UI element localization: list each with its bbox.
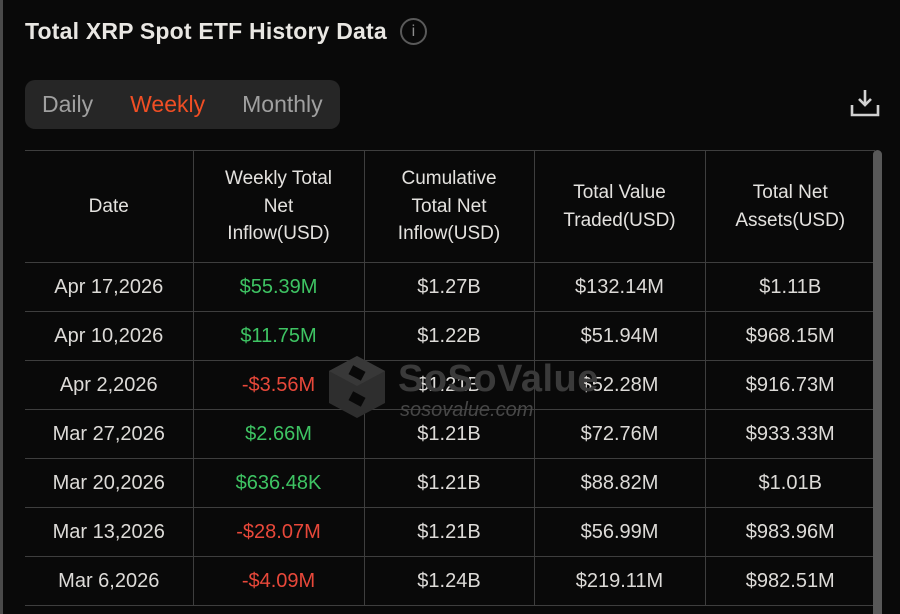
cell-weekly-net-inflow: $55.39M	[192, 262, 365, 312]
cell-weekly-net-inflow: $11.75M	[192, 311, 365, 361]
table-row: Mar 27,2026 $2.66M $1.21B $72.76M $933.33M	[25, 409, 875, 459]
vertical-scrollbar[interactable]	[873, 150, 882, 614]
cell-total-value-traded: $52.28M	[533, 360, 706, 410]
left-edge-divider	[0, 0, 3, 614]
cell-total-net-assets: $968.15M	[704, 311, 875, 361]
cell-date: Apr 17,2026	[25, 262, 194, 312]
cell-date: Mar 13,2026	[25, 507, 194, 557]
cell-cumulative-total-net-inflow: $1.21B	[363, 360, 535, 410]
cell-weekly-net-inflow: -$28.07M	[192, 507, 365, 557]
cell-weekly-net-inflow: -$4.09M	[192, 556, 365, 606]
titlebar: Total XRP Spot ETF History Data i	[25, 18, 427, 45]
table-row: Apr 10,2026 $11.75M $1.22B $51.94M $968.15M	[25, 311, 875, 361]
table-row: Apr 2,2026 -$3.56M $1.21B $52.28M $916.73M	[25, 360, 875, 410]
table-header: Date Weekly Total Net Inflow(USD) Cumula…	[25, 150, 875, 263]
table-row: Mar 13,2026 -$28.07M $1.21B $56.99M $983.96M	[25, 507, 875, 557]
cell-total-net-assets: $983.96M	[704, 507, 875, 557]
col-header-value-traded: Total Value Traded(USD)	[533, 150, 706, 263]
cell-total-value-traded: $219.11M	[533, 556, 706, 606]
cell-total-value-traded: $88.82M	[533, 458, 706, 508]
col-header-cumulative-net-inflow: Cumulative Total Net Inflow(USD)	[363, 150, 535, 263]
page-title: Total XRP Spot ETF History Data	[25, 18, 387, 44]
cell-total-value-traded: $51.94M	[533, 311, 706, 361]
cell-date: Mar 27,2026	[25, 409, 194, 459]
cell-weekly-net-inflow: -$3.56M	[192, 360, 365, 410]
table-row: Apr 17,2026 $55.39M $1.27B $132.14M $1.11B	[25, 262, 875, 312]
info-icon[interactable]: i	[399, 18, 427, 45]
cell-date: Apr 2,2026	[25, 360, 194, 410]
tab-monthly[interactable]: Monthly	[242, 91, 323, 117]
cell-total-value-traded: $72.76M	[533, 409, 706, 459]
tab-weekly[interactable]: Weekly	[130, 91, 206, 117]
cell-date: Apr 10,2026	[25, 311, 194, 361]
download-icon	[848, 87, 882, 122]
period-tabs: Daily Weekly Monthly	[25, 80, 340, 129]
cell-total-net-assets: $1.01B	[704, 458, 875, 508]
cell-total-value-traded: $132.14M	[533, 262, 706, 312]
cell-weekly-net-inflow: $2.66M	[192, 409, 365, 459]
table-row: Mar 20,2026 $636.48K $1.21B $88.82M $1.01B	[25, 458, 875, 508]
cell-total-net-assets: $982.51M	[704, 556, 875, 606]
cell-cumulative-total-net-inflow: $1.22B	[363, 311, 535, 361]
col-header-date: Date	[25, 150, 194, 263]
cell-total-value-traded: $56.99M	[533, 507, 706, 557]
etf-history-table: Date Weekly Total Net Inflow(USD) Cumula…	[25, 150, 875, 606]
cell-total-net-assets: $1.11B	[704, 262, 875, 312]
cell-date: Mar 6,2026	[25, 556, 194, 606]
col-header-weekly-net-inflow: Weekly Total Net Inflow(USD)	[192, 150, 365, 263]
col-header-net-assets: Total Net Assets(USD)	[704, 150, 875, 263]
download-button[interactable]	[845, 84, 885, 124]
tab-daily[interactable]: Daily	[42, 91, 94, 117]
cell-cumulative-total-net-inflow: $1.21B	[363, 458, 535, 508]
cell-cumulative-total-net-inflow: $1.27B	[363, 262, 535, 312]
table-body: Apr 17,2026 $55.39M $1.27B $132.14M $1.11B Ap…	[25, 262, 875, 606]
cell-cumulative-total-net-inflow: $1.21B	[363, 507, 535, 557]
cell-cumulative-total-net-inflow: $1.21B	[363, 409, 535, 459]
cell-total-net-assets: $916.73M	[704, 360, 875, 410]
cell-weekly-net-inflow: $636.48K	[192, 458, 365, 508]
cell-cumulative-total-net-inflow: $1.24B	[363, 556, 535, 606]
cell-total-net-assets: $933.33M	[704, 409, 875, 459]
cell-date: Mar 20,2026	[25, 458, 194, 508]
table-row: Mar 6,2026 -$4.09M $1.24B $219.11M $982.51M	[25, 556, 875, 606]
